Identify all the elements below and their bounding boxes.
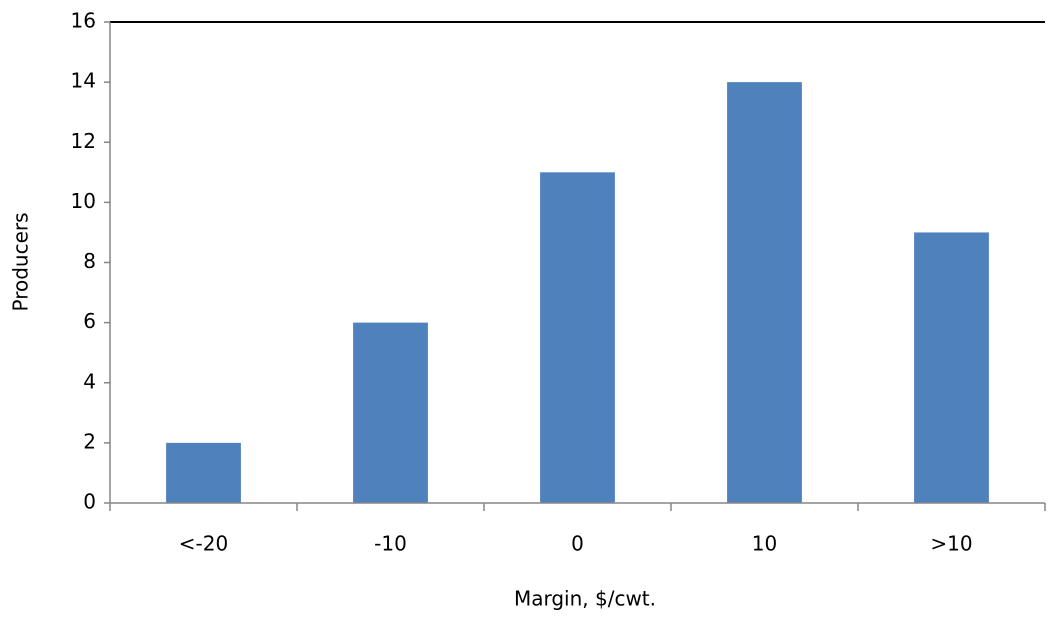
x-tick-label: >10 (930, 532, 972, 556)
bar (914, 232, 989, 503)
y-tick-label: 0 (83, 490, 96, 514)
y-tick-label: 4 (83, 369, 96, 393)
x-tick-label: 10 (752, 532, 777, 556)
y-tick-label: 14 (71, 69, 96, 93)
y-tick-label: 16 (71, 9, 96, 33)
bar (353, 322, 428, 503)
x-tick-label: <-20 (179, 532, 228, 556)
y-tick-label: 12 (71, 129, 96, 153)
x-axis-title: Margin, $/cwt. (514, 587, 656, 611)
y-tick-label: 2 (83, 429, 96, 453)
y-tick-label: 10 (71, 189, 96, 213)
bar (166, 442, 241, 503)
y-axis-title: Producers (9, 212, 33, 311)
y-tick-label: 6 (83, 309, 96, 333)
x-tick-label: -10 (374, 532, 407, 556)
y-tick-label: 8 (83, 249, 96, 273)
bar (727, 82, 802, 503)
x-tick-label: 0 (571, 532, 584, 556)
bar (540, 172, 615, 503)
